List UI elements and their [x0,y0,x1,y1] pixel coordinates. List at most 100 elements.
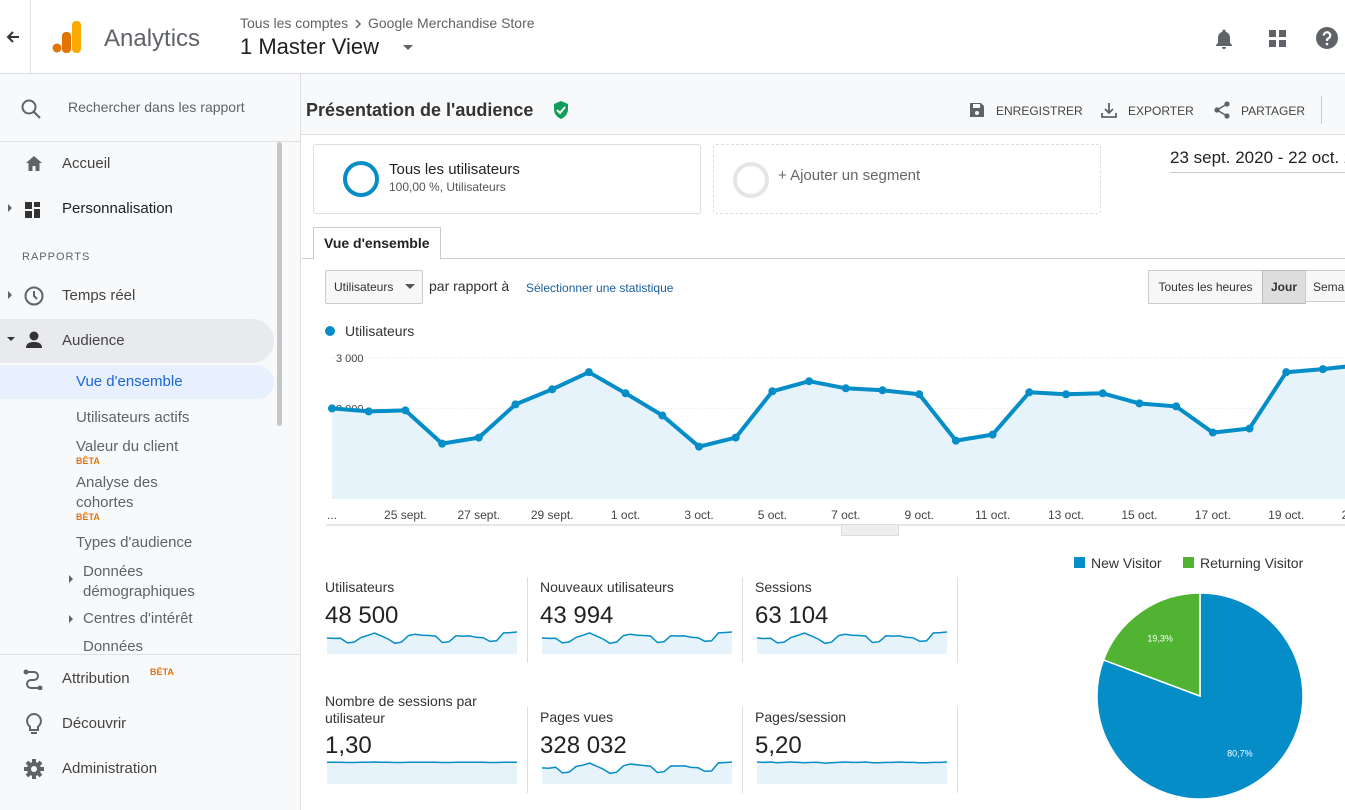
point [1172,402,1181,411]
point [1208,428,1217,437]
admin-icon [24,759,44,779]
nav-item[interactable]: Attribution [62,670,130,687]
point [658,411,667,420]
divider [0,654,300,655]
expand-icon [69,575,73,583]
divider [527,577,528,663]
notifications-icon[interactable] [1212,27,1236,51]
search-icon [21,99,41,119]
x-tick-label: 27 sept. [457,508,500,522]
save-icon [970,103,984,117]
sparkline [757,761,947,784]
help-icon[interactable] [1315,26,1339,50]
granularity-button[interactable]: Jour [1262,270,1306,304]
tab[interactable]: Vue d'ensemble [313,227,441,260]
point [621,389,630,398]
share-button[interactable]: PARTAGER [1241,104,1306,118]
nav-item[interactable]: Découvrir [62,715,127,732]
divider [742,707,743,793]
logo [52,21,81,53]
metric-value: 5,20 [755,732,802,759]
sidebar: Rechercher dans les rapport Accueil Pers… [0,74,301,810]
view-selector[interactable]: 1 Master View [240,34,379,59]
nav-subitem[interactable]: Vue d'ensemble [76,373,183,390]
point [878,386,887,395]
nav-item[interactable]: Temps réel [62,287,136,304]
nav-subitem[interactable]: Données démographiques [83,563,195,600]
sparkline-area [327,632,517,654]
sparkline-line [327,631,517,645]
divider [957,577,958,663]
add-segment-card[interactable]: + Ajouter un segment [713,144,1101,214]
segment-card[interactable]: Tous les utilisateurs 100,00 %, Utilisat… [313,144,701,214]
point [988,430,997,439]
divider [30,0,31,73]
nav-item[interactable]: Personnalisation [62,200,173,217]
x-tick-label: 7 oct. [831,508,860,522]
breadcrumb[interactable]: Google Merchandise Store [368,15,535,31]
point [1098,389,1107,398]
app-name: Analytics [104,25,201,52]
nav-subitem[interactable]: Analyse des cohortes BÊTA [76,473,196,527]
verified-icon [554,101,568,119]
point [438,439,447,448]
beta-badge: BÊTA [76,512,100,522]
sparkline [327,761,517,784]
breadcrumb[interactable]: Tous les comptes [240,15,349,31]
sparkline-area [327,762,517,784]
legend-label: Utilisateurs [345,323,414,339]
x-tick-label: 11 oct. [975,508,1010,522]
metric-value: 328 032 [540,732,627,759]
home-icon [26,156,42,171]
attribution-icon [23,669,43,690]
date-range[interactable]: 23 sept. 2020 - 22 oct. 2020 [1170,148,1345,173]
point [805,377,814,386]
sparkline-area [542,762,732,784]
save-button[interactable]: ENREGISTRER [996,104,1083,118]
nav-item[interactable]: Audience [62,332,125,349]
nav-subitem-selected-bg [0,365,274,399]
export-button[interactable]: EXPORTER [1128,104,1194,118]
point [1245,424,1254,433]
point [1135,399,1144,408]
point [548,385,557,394]
nav-subitem[interactable]: Données [83,638,144,654]
nav-item[interactable]: Administration [62,760,158,777]
metric-label: Utilisateurs [325,579,395,595]
granularity-button[interactable]: Toutes les heures [1148,270,1263,304]
nav-subitem[interactable]: Utilisateurs actifs [76,409,190,426]
granularity-button[interactable]: Semaine [1305,270,1345,302]
point [1318,365,1327,374]
select-metric-link[interactable]: Sélectionner une statistique [526,281,674,295]
report-header [301,74,1345,135]
sparkline-line [542,631,732,645]
tab-line [302,258,1345,259]
point [401,406,410,415]
nav-item-selected-bg [0,319,274,363]
apps-icon[interactable] [1268,29,1288,49]
legend-label: New Visitor [1091,555,1162,571]
beta-badge: BÊTA [150,667,174,677]
expand-icon [69,615,73,623]
x-tick-label: ... [327,508,337,522]
legend-dot [325,326,335,336]
y-tick-label: 3 000 [336,353,364,365]
point [841,384,850,393]
search-box[interactable]: Rechercher dans les rapport [68,99,245,115]
chart-resize-handle[interactable] [841,524,899,536]
point [951,436,960,445]
metric-value: 43 994 [540,602,614,629]
nav-subitem[interactable]: Centres d'intérêt [83,610,193,627]
back-icon[interactable] [4,28,22,46]
point [731,433,740,442]
nav-item[interactable]: Accueil [62,155,111,172]
nav-subitem[interactable]: Types d'audience [76,534,193,551]
segment-ring [343,161,379,197]
share-icon [1214,101,1230,119]
x-tick-label: 9 oct. [905,508,934,522]
nav-subitem[interactable]: Valeur du client BÊTA [76,438,216,470]
metric-dropdown[interactable]: Utilisateurs [325,270,423,304]
point [474,433,483,442]
point [768,387,777,396]
